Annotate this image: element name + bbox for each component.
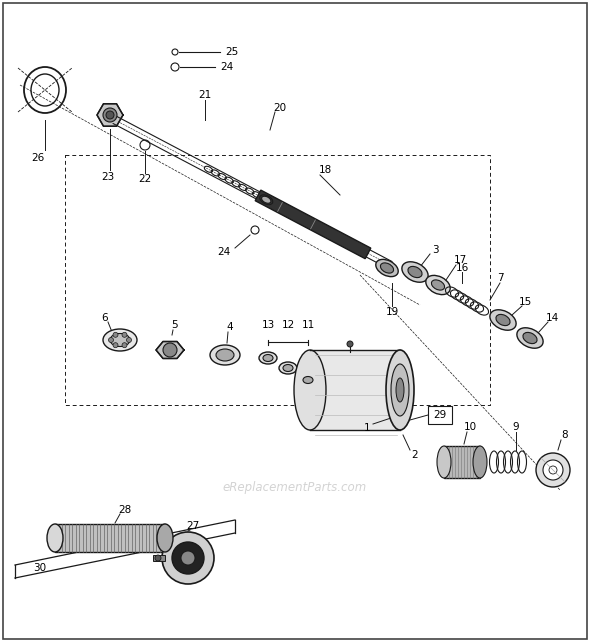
Text: 15: 15	[519, 297, 532, 307]
Ellipse shape	[391, 364, 409, 416]
Text: 25: 25	[225, 47, 238, 57]
Text: 27: 27	[186, 521, 199, 531]
Text: 8: 8	[562, 430, 568, 440]
Circle shape	[109, 338, 113, 342]
Ellipse shape	[157, 524, 173, 552]
Ellipse shape	[216, 349, 234, 361]
Ellipse shape	[396, 378, 404, 402]
Text: 3: 3	[432, 245, 438, 255]
Ellipse shape	[402, 262, 428, 282]
Circle shape	[113, 343, 118, 348]
Text: 9: 9	[513, 422, 519, 432]
Ellipse shape	[259, 352, 277, 364]
Text: 1: 1	[363, 423, 371, 433]
Text: 6: 6	[101, 313, 109, 323]
Circle shape	[347, 341, 353, 347]
Text: 24: 24	[217, 247, 230, 257]
Circle shape	[181, 551, 195, 565]
Circle shape	[155, 555, 161, 561]
Text: 28: 28	[119, 505, 132, 515]
Ellipse shape	[473, 446, 487, 478]
Ellipse shape	[47, 524, 63, 552]
Bar	[444, 446, 480, 478]
Text: 30: 30	[34, 563, 47, 573]
Ellipse shape	[426, 275, 450, 295]
Text: 10: 10	[463, 422, 477, 432]
Text: 5: 5	[172, 320, 178, 330]
Text: 2: 2	[412, 450, 418, 460]
Ellipse shape	[431, 280, 444, 290]
Text: 18: 18	[319, 165, 332, 175]
Text: 19: 19	[385, 307, 399, 317]
Text: eReplacementParts.com: eReplacementParts.com	[223, 482, 367, 494]
Polygon shape	[156, 342, 184, 358]
Circle shape	[113, 333, 118, 337]
Ellipse shape	[496, 315, 510, 325]
Text: 13: 13	[261, 320, 274, 330]
Text: 26: 26	[31, 153, 45, 163]
Circle shape	[103, 108, 117, 122]
Ellipse shape	[299, 374, 317, 386]
Circle shape	[126, 338, 132, 342]
Text: 29: 29	[434, 410, 447, 420]
Circle shape	[543, 460, 563, 480]
Text: 21: 21	[198, 90, 212, 100]
Circle shape	[122, 343, 127, 348]
Ellipse shape	[490, 310, 516, 330]
Circle shape	[122, 333, 127, 337]
Text: 4: 4	[227, 322, 233, 332]
Ellipse shape	[376, 259, 398, 277]
Circle shape	[106, 111, 114, 119]
Ellipse shape	[523, 333, 537, 343]
Text: 16: 16	[455, 263, 468, 273]
Text: 23: 23	[101, 172, 114, 182]
Text: 22: 22	[139, 174, 152, 184]
Ellipse shape	[386, 350, 414, 430]
Ellipse shape	[103, 329, 137, 351]
Polygon shape	[97, 104, 123, 126]
Ellipse shape	[437, 446, 451, 478]
Text: 11: 11	[301, 320, 314, 330]
Ellipse shape	[263, 354, 273, 361]
Text: 12: 12	[281, 320, 294, 330]
Polygon shape	[310, 350, 400, 430]
Text: 7: 7	[497, 273, 503, 283]
Ellipse shape	[303, 376, 313, 383]
Circle shape	[536, 453, 570, 487]
Circle shape	[162, 532, 214, 584]
Bar	[55, 524, 165, 552]
Bar	[153, 555, 165, 561]
Ellipse shape	[283, 365, 293, 372]
Ellipse shape	[279, 362, 297, 374]
Ellipse shape	[517, 328, 543, 348]
Ellipse shape	[210, 345, 240, 365]
Ellipse shape	[294, 350, 326, 430]
Circle shape	[163, 343, 177, 357]
Ellipse shape	[261, 196, 271, 204]
Polygon shape	[255, 190, 371, 259]
Ellipse shape	[408, 266, 422, 277]
Text: 14: 14	[545, 313, 559, 323]
Text: 20: 20	[273, 103, 287, 113]
Text: 24: 24	[221, 62, 234, 72]
Text: 17: 17	[453, 255, 467, 265]
Ellipse shape	[381, 263, 394, 273]
Ellipse shape	[110, 333, 130, 347]
Bar	[428, 406, 452, 424]
Circle shape	[172, 542, 204, 574]
